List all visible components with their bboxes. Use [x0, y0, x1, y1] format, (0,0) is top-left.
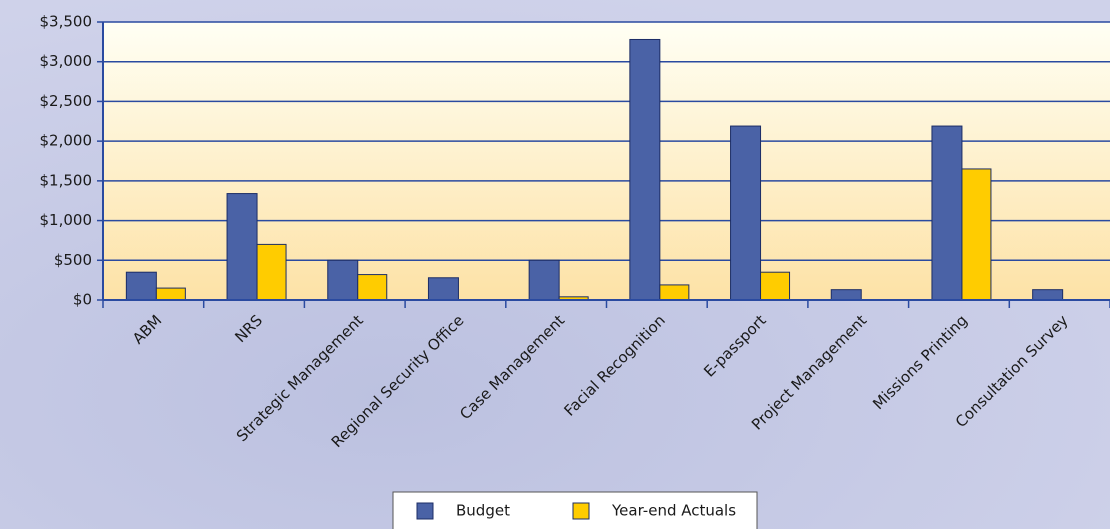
bar: [830, 289, 862, 301]
y-tick-label: $0: [73, 291, 92, 309]
y-tick-label: $2,500: [40, 92, 93, 110]
bar: [155, 287, 186, 301]
bar: [1032, 289, 1064, 301]
y-tick-label: $1,000: [40, 211, 93, 229]
y-tick-label: $3,500: [40, 13, 93, 31]
y-tick-label: $3,000: [40, 52, 93, 70]
bar: [961, 168, 992, 301]
bar: [327, 259, 359, 301]
bar: [629, 38, 661, 301]
bar: [427, 277, 459, 301]
bar: [730, 125, 762, 301]
bar: [256, 243, 287, 301]
legend-label: Budget: [456, 502, 510, 520]
bar: [528, 259, 560, 301]
bar: [931, 125, 963, 301]
y-tick-label: $1,500: [40, 171, 93, 189]
bar: [125, 271, 157, 301]
bar: [760, 271, 791, 301]
bar: [659, 284, 690, 301]
y-tick-label: $2,000: [40, 132, 93, 150]
legend-swatch: [416, 502, 434, 520]
legend-swatch: [572, 502, 590, 520]
bar: [226, 193, 258, 301]
legend-label: Year-end Actuals: [611, 502, 736, 520]
bar: [357, 274, 388, 301]
y-tick-label: $500: [54, 251, 92, 269]
